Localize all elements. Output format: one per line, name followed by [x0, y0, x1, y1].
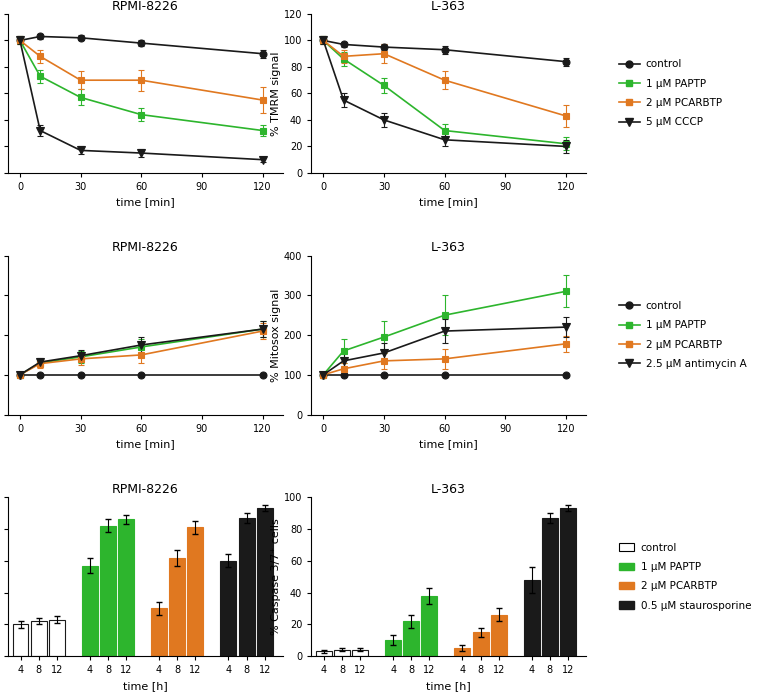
X-axis label: time [h]: time [h] — [426, 681, 471, 691]
X-axis label: time [min]: time [min] — [116, 198, 175, 207]
Title: RPMI-8226: RPMI-8226 — [112, 0, 179, 13]
Bar — [100, 526, 116, 656]
Bar — [403, 621, 419, 656]
Bar — [238, 518, 255, 656]
Bar — [352, 650, 368, 656]
Bar — [560, 508, 576, 656]
X-axis label: time [min]: time [min] — [419, 198, 478, 207]
X-axis label: time [min]: time [min] — [419, 439, 478, 449]
Legend: control, 1 μM PAPTP, 2 μM PCARBTP, 0.5 μM staurosporine: control, 1 μM PAPTP, 2 μM PCARBTP, 0.5 μ… — [615, 538, 755, 615]
Title: L-363: L-363 — [431, 242, 466, 254]
Y-axis label: % Caspase 3/7⁺ cells: % Caspase 3/7⁺ cells — [271, 519, 281, 635]
Bar — [455, 648, 470, 656]
X-axis label: time [min]: time [min] — [116, 439, 175, 449]
Y-axis label: % Mitosox signal: % Mitosox signal — [271, 288, 281, 382]
Title: L-363: L-363 — [431, 0, 466, 13]
Bar — [151, 609, 167, 656]
Bar — [334, 650, 350, 656]
Bar — [220, 560, 237, 656]
Bar — [473, 632, 489, 656]
Bar — [490, 615, 507, 656]
Bar — [385, 640, 401, 656]
Title: L-363: L-363 — [431, 483, 466, 496]
Bar — [187, 528, 203, 656]
Y-axis label: % TMRM signal: % TMRM signal — [271, 51, 281, 135]
Legend: control, 1 μM PAPTP, 2 μM PCARBTP, 5 μM CCCP: control, 1 μM PAPTP, 2 μM PCARBTP, 5 μM … — [615, 55, 726, 132]
Bar — [169, 558, 185, 656]
Bar — [82, 565, 98, 656]
Bar — [542, 518, 558, 656]
Bar — [257, 508, 273, 656]
Title: RPMI-8226: RPMI-8226 — [112, 242, 179, 254]
Bar — [316, 651, 332, 656]
Bar — [49, 620, 65, 656]
Legend: control, 1 μM PAPTP, 2 μM PCARBTP, 2.5 μM antimycin A: control, 1 μM PAPTP, 2 μM PCARBTP, 2.5 μ… — [615, 297, 751, 373]
Title: RPMI-8226: RPMI-8226 — [112, 483, 179, 496]
Bar — [30, 621, 47, 656]
Bar — [422, 595, 437, 656]
X-axis label: time [h]: time [h] — [123, 681, 168, 691]
Bar — [118, 519, 134, 656]
Bar — [12, 624, 28, 656]
Bar — [524, 580, 540, 656]
